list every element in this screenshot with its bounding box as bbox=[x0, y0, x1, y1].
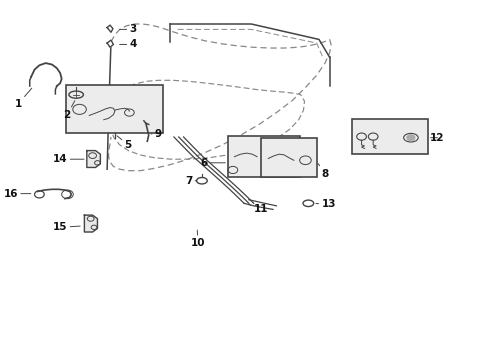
Text: 12: 12 bbox=[429, 133, 444, 143]
Circle shape bbox=[406, 135, 414, 140]
Text: 5: 5 bbox=[117, 136, 132, 150]
Polygon shape bbox=[107, 40, 113, 47]
Bar bbox=[351, 119, 427, 154]
Polygon shape bbox=[107, 25, 113, 32]
Text: 3: 3 bbox=[120, 24, 136, 35]
Text: 6: 6 bbox=[200, 158, 225, 168]
Text: 9: 9 bbox=[151, 129, 162, 139]
Bar bbox=[227, 136, 299, 177]
Text: 14: 14 bbox=[53, 154, 84, 164]
Text: 1: 1 bbox=[15, 88, 32, 109]
Bar bbox=[261, 138, 316, 177]
Polygon shape bbox=[87, 150, 100, 167]
Text: 4: 4 bbox=[120, 40, 137, 49]
Text: 10: 10 bbox=[190, 230, 205, 248]
Text: 16: 16 bbox=[3, 189, 31, 199]
Text: 11: 11 bbox=[248, 204, 267, 215]
Text: 2: 2 bbox=[63, 101, 75, 120]
Text: 7: 7 bbox=[184, 176, 196, 186]
Text: 8: 8 bbox=[318, 164, 328, 179]
Text: 15: 15 bbox=[53, 222, 80, 232]
Text: 13: 13 bbox=[315, 199, 335, 210]
Polygon shape bbox=[84, 215, 97, 232]
Bar bbox=[66, 85, 163, 134]
